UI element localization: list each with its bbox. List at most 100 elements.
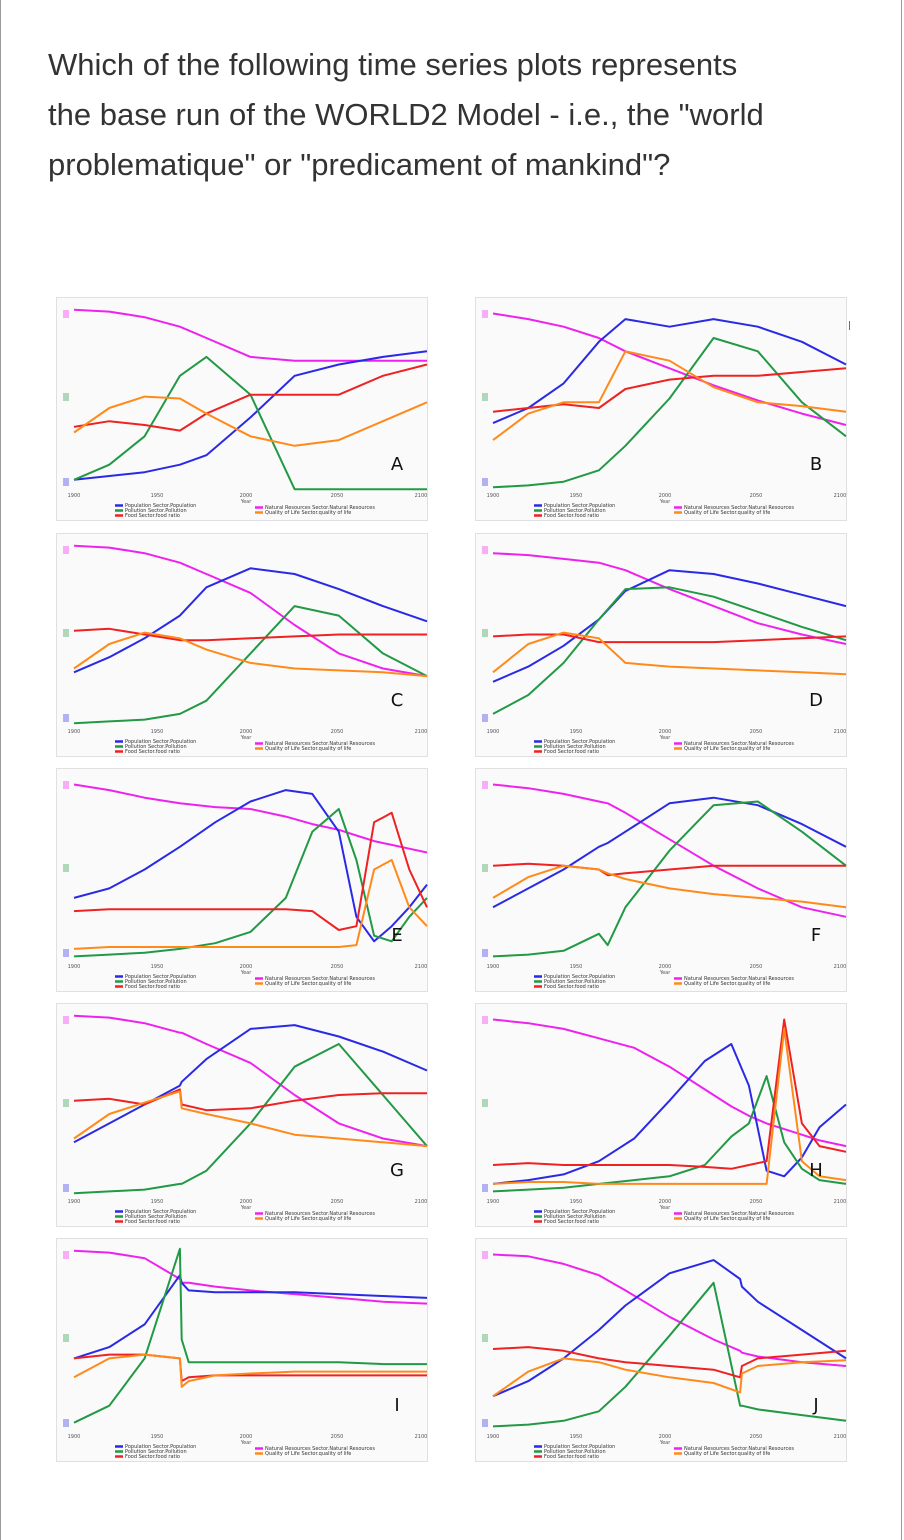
- legend-entry: Pollution Sector.Pollution: [544, 508, 606, 514]
- series-line-food-ratio: [73, 1353, 427, 1383]
- series-line-quality-of-life: [73, 1353, 427, 1388]
- x-tick-label: 2100: [415, 1434, 428, 1440]
- x-axis-label: Year: [240, 1440, 253, 1446]
- chart-panel-b[interactable]: B 1900 1950 2000 2050 2100 Year Population Sect…: [475, 297, 847, 521]
- series-line-natural-resources: [73, 783, 428, 854]
- legend-entry: Food Sector.food ratio: [125, 513, 180, 519]
- series-line-pollution: [492, 1281, 847, 1428]
- x-tick-label: 2050: [750, 1434, 763, 1440]
- axis-scale-marker: [63, 1016, 69, 1024]
- series-line-quality-of-life: [492, 1027, 847, 1185]
- series-line-quality-of-life: [492, 350, 847, 441]
- panel-label: G: [390, 1160, 404, 1181]
- x-tick-label: 2000: [659, 1199, 672, 1205]
- chart-panel-c[interactable]: C 1900 1950 2000 2050 2100 Year Population Sect…: [56, 533, 428, 757]
- series-line-pollution: [73, 1043, 428, 1195]
- legend-entry: Pollution Sector.Pollution: [125, 1214, 187, 1220]
- legend-entry: Natural Resources Sector.Natural Resourc…: [684, 505, 794, 511]
- legend-entry: Population Sector.Population: [544, 1444, 615, 1450]
- question-line-3: problematique" or "predicament of mankin…: [48, 147, 671, 182]
- chart-svg-a: A 1900 1950 2000 2050 2100 Year Population Sect…: [63, 308, 428, 519]
- legend-entry: Population Sector.Population: [125, 739, 196, 745]
- series-line-population: [492, 796, 847, 909]
- axis-scale-marker: [482, 714, 488, 722]
- panel-label: A: [391, 454, 404, 475]
- x-tick-label: 2100: [834, 964, 847, 970]
- x-tick-label: 2100: [834, 729, 847, 735]
- legend-entry: Quality of Life Sector.quality of life: [265, 981, 351, 987]
- x-axis-label: Year: [659, 735, 672, 741]
- axis-scale-marker: [482, 629, 488, 637]
- series-line-natural-resources: [492, 783, 847, 918]
- x-tick-label: 1900: [68, 729, 81, 735]
- axis-scale-marker: [63, 310, 69, 318]
- question-line-2: the base run of the WORLD2 Model - i.e.,…: [48, 97, 764, 132]
- series-line-food-ratio: [73, 627, 427, 642]
- axis-scale-marker: [482, 864, 488, 872]
- series-line-population: [492, 318, 847, 425]
- chart-panel-a[interactable]: A 1900 1950 2000 2050 2100 Year Population Sect…: [56, 297, 428, 521]
- chart-panel-e[interactable]: E 1900 1950 2000 2050 2100 Year Population Sect…: [56, 768, 428, 992]
- x-tick-label: 2000: [659, 964, 672, 970]
- series-line-quality-of-life: [73, 395, 428, 447]
- legend-entry: Natural Resources Sector.Natural Resourc…: [684, 1446, 794, 1452]
- legend-entry: Natural Resources Sector.Natural Resourc…: [265, 1446, 375, 1452]
- chart-panel-f[interactable]: F 1900 1950 2000 2050 2100 Year Population Sect…: [475, 768, 847, 992]
- legend-entry: Food Sector.food ratio: [544, 1219, 599, 1225]
- series-line-pollution: [492, 800, 847, 958]
- series-line-natural-resources: [73, 1014, 428, 1148]
- legend-entry: Population Sector.Population: [125, 1209, 196, 1215]
- x-tick-label: 2000: [240, 1199, 253, 1205]
- chart-svg-c: C 1900 1950 2000 2050 2100 Year Population Sect…: [63, 544, 428, 755]
- axis-scale-marker: [63, 1251, 69, 1259]
- x-tick-label: 2100: [834, 1434, 847, 1440]
- axis-scale-marker: [482, 310, 488, 318]
- question-line-1: Which of the following time series plots…: [48, 47, 738, 82]
- x-tick-label: 1900: [68, 1199, 81, 1205]
- x-tick-label: 1950: [151, 729, 164, 735]
- series-line-pollution: [73, 808, 428, 958]
- panel-label: D: [809, 690, 823, 711]
- legend-entry: Natural Resources Sector.Natural Resourc…: [684, 976, 794, 982]
- x-axis-label: Year: [659, 1440, 672, 1446]
- legend-entry: Food Sector.food ratio: [125, 984, 180, 990]
- chart-panel-g[interactable]: G 1900 1950 2000 2050 2100 Year Population Sect…: [56, 1003, 428, 1227]
- x-tick-label: 2100: [415, 1199, 428, 1205]
- chart-panel-i[interactable]: I 1900 1950 2000 2050 2100 Year Population Sect…: [56, 1238, 428, 1462]
- legend-entry: Pollution Sector.Pollution: [544, 1449, 606, 1455]
- legend-entry: Pollution Sector.Pollution: [125, 744, 187, 750]
- series-line-natural-resources: [492, 312, 847, 426]
- series-line-pollution: [492, 1075, 847, 1193]
- series-line-population: [73, 789, 428, 943]
- legend-entry: Natural Resources Sector.Natural Resourc…: [684, 741, 794, 747]
- x-tick-label: 2000: [240, 964, 253, 970]
- x-tick-label: 1900: [68, 1434, 81, 1440]
- axis-scale-marker: [482, 478, 488, 486]
- legend-entry: Food Sector.food ratio: [125, 749, 180, 755]
- series-line-quality-of-life: [492, 1357, 847, 1398]
- x-tick-label: 1950: [570, 1199, 583, 1205]
- axis-scale-marker: [63, 864, 69, 872]
- panel-label: B: [810, 454, 822, 475]
- series-line-food-ratio: [492, 1346, 847, 1379]
- chart-svg-d: D 1900 1950 2000 2050 2100 Year Population Sect…: [482, 546, 847, 755]
- series-line-population: [492, 1043, 847, 1185]
- series-line-population: [73, 1024, 428, 1144]
- chart-panel-d[interactable]: D 1900 1950 2000 2050 2100 Year Population Sect…: [475, 533, 847, 757]
- x-tick-label: 1900: [487, 493, 500, 499]
- x-tick-label: 1900: [487, 964, 500, 970]
- legend-entry: Quality of Life Sector.quality of life: [684, 981, 770, 987]
- axis-scale-marker: [482, 546, 488, 554]
- chart-panel-h[interactable]: H 1900 1950 2000 2050 2100 Year Population Sect…: [475, 1003, 847, 1227]
- legend-entry: Pollution Sector.Pollution: [544, 1214, 606, 1220]
- series-line-food-ratio: [492, 367, 847, 413]
- legend-entry: Population Sector.Population: [544, 739, 615, 745]
- legend-entry: Population Sector.Population: [125, 1444, 196, 1450]
- series-line-quality-of-life: [73, 859, 428, 950]
- series-line-quality-of-life: [492, 631, 847, 676]
- legend-entry: Pollution Sector.Pollution: [125, 1449, 187, 1455]
- chart-panel-j[interactable]: J 1900 1950 2000 2050 2100 Year Population Sect…: [475, 1238, 847, 1462]
- legend-entry: Natural Resources Sector.Natural Resourc…: [684, 1211, 794, 1217]
- legend-entry: Pollution Sector.Pollution: [125, 508, 187, 514]
